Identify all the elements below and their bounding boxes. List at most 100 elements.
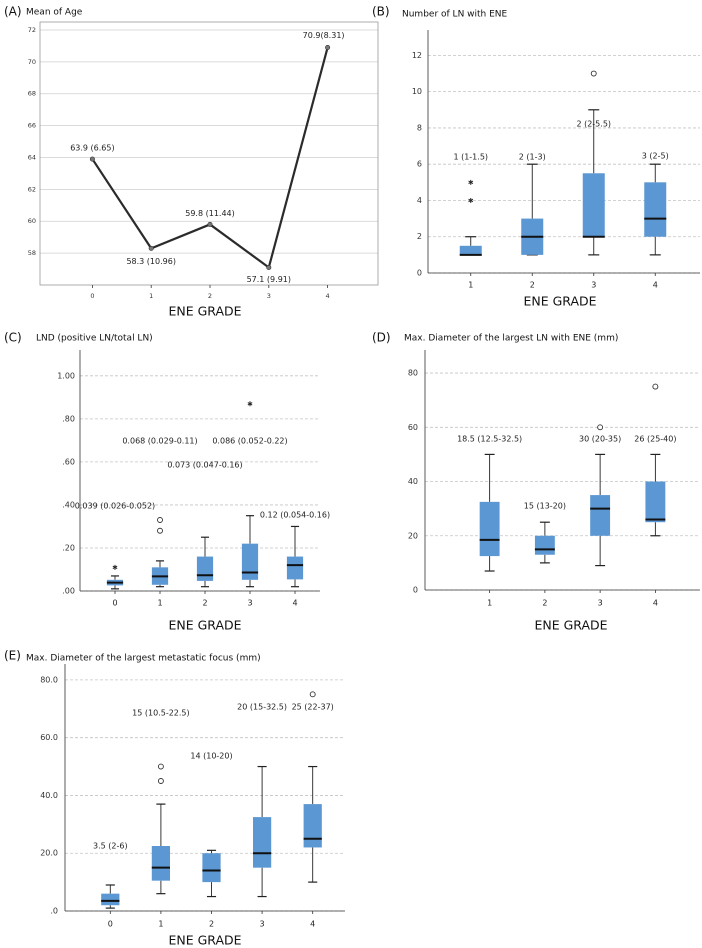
x-tick-label: 1 <box>158 920 163 929</box>
x-tick-label: 1 <box>149 292 153 300</box>
chart-title: Mean of Age <box>26 8 83 18</box>
outlier <box>157 763 164 770</box>
x-tick-label: 0 <box>108 920 113 929</box>
plot-frame <box>39 21 379 286</box>
point <box>207 221 213 227</box>
y-tick-label: .20 <box>62 543 75 552</box>
y-tick-label: 80.0 <box>40 675 58 684</box>
y-tick-label: 60 <box>28 217 36 225</box>
y-tick-label: 64 <box>28 153 36 161</box>
box <box>303 804 322 848</box>
x-tick-label: 3 <box>591 281 596 290</box>
value-label: 15 (10.5-22.5) <box>132 709 189 718</box>
x-tick-label: 3 <box>598 599 603 608</box>
y-tick-label: 0 <box>413 586 418 595</box>
x-tick-label: 2 <box>542 599 547 608</box>
box <box>196 556 214 581</box>
value-label: 59.8 (11.44) <box>185 209 235 218</box>
value-label: 14 (10-20) <box>190 752 232 761</box>
outlier <box>652 383 659 390</box>
y-tick-label: 40.0 <box>40 791 58 800</box>
x-axis-title: ENE GRADE <box>168 618 241 633</box>
x-tick-label: 4 <box>653 599 658 608</box>
point <box>325 45 331 51</box>
panel-label: (B) <box>372 5 390 19</box>
y-tick-label: 60 <box>408 423 418 432</box>
outlier <box>157 527 163 534</box>
box <box>479 501 500 557</box>
box <box>582 173 605 237</box>
y-tick-label: 80 <box>408 369 418 378</box>
extreme <box>468 179 474 185</box>
chart-title: Max. Diameter of the largest metastatic … <box>26 654 261 664</box>
y-tick-label: 8 <box>417 123 422 132</box>
y-tick-label: 68 <box>28 90 36 98</box>
panel-label: (D) <box>372 331 391 345</box>
point <box>89 156 95 162</box>
panel-label: (A) <box>4 5 22 19</box>
y-tick-label: 72 <box>28 26 36 34</box>
y-tick-label: 10 <box>412 87 422 96</box>
y-tick-label: .60 <box>62 457 75 466</box>
y-tick-label: 12 <box>412 51 422 60</box>
extreme <box>247 401 253 407</box>
y-tick-label: 66 <box>28 122 36 130</box>
x-axis-title: ENE GRADE <box>168 933 241 948</box>
y-tick-label: 0 <box>417 269 422 278</box>
x-tick-label: 4 <box>310 920 315 929</box>
x-tick-label: 2 <box>209 920 214 929</box>
value-label: 20 (15-32.5) <box>237 703 287 712</box>
box <box>241 543 259 580</box>
value-label: 70.9(8.31) <box>303 31 345 40</box>
panel-label: (C) <box>4 331 22 345</box>
y-tick-label: 70 <box>28 58 36 66</box>
x-tick-label: 2 <box>208 292 212 300</box>
y-tick-label: 58 <box>28 249 36 257</box>
outlier <box>597 424 604 431</box>
chart-title: LND (positive LN/total LN) <box>36 334 153 344</box>
value-label: 26 (25-40) <box>634 435 676 444</box>
value-label: 0.086 (0.052-0.22) <box>212 437 287 446</box>
x-tick-label: 3 <box>267 292 271 300</box>
box <box>590 495 611 536</box>
x-tick-label: 2 <box>530 281 535 290</box>
x-tick-label: 2 <box>202 599 207 608</box>
y-tick-label: 20 <box>408 531 418 540</box>
y-tick-label: .00 <box>62 587 75 596</box>
x-axis-title: ENE GRADE <box>168 304 241 319</box>
x-tick-label: 1 <box>157 599 162 608</box>
x-axis-title: ENE GRADE <box>534 618 607 633</box>
value-label: 1 (1-1.5) <box>453 153 488 162</box>
outlier <box>157 517 163 523</box>
box <box>534 535 555 555</box>
x-tick-label: 3 <box>260 920 265 929</box>
x-tick-label: 4 <box>326 292 330 300</box>
extreme <box>468 197 474 203</box>
box <box>286 556 304 580</box>
value-label: 15 (13-20) <box>524 502 566 511</box>
box <box>202 853 221 883</box>
outlier <box>157 778 164 784</box>
panel-label: (E) <box>4 649 21 663</box>
y-tick-label: 62 <box>28 185 36 193</box>
value-label: 0.039 (0.026-0.052) <box>75 502 155 511</box>
value-label: 0.073 (0.047-0.16) <box>167 461 242 470</box>
box <box>645 481 666 523</box>
y-tick-label: 2 <box>417 232 422 241</box>
x-tick-label: 1 <box>487 599 492 608</box>
y-tick-label: .80 <box>62 414 75 423</box>
y-tick-label: .0 <box>50 907 58 916</box>
point <box>266 264 272 270</box>
x-tick-label: 0 <box>112 599 117 608</box>
y-tick-label: 6 <box>417 160 422 169</box>
value-label: 2 (2-5.5) <box>576 120 611 129</box>
value-label: 3 (2-5) <box>642 152 669 161</box>
point <box>148 245 154 251</box>
outlier <box>590 70 597 77</box>
outlier <box>309 691 316 698</box>
box <box>644 182 667 237</box>
box <box>459 245 482 255</box>
y-tick-label: 20.0 <box>40 849 58 858</box>
y-tick-label: 4 <box>417 196 422 205</box>
